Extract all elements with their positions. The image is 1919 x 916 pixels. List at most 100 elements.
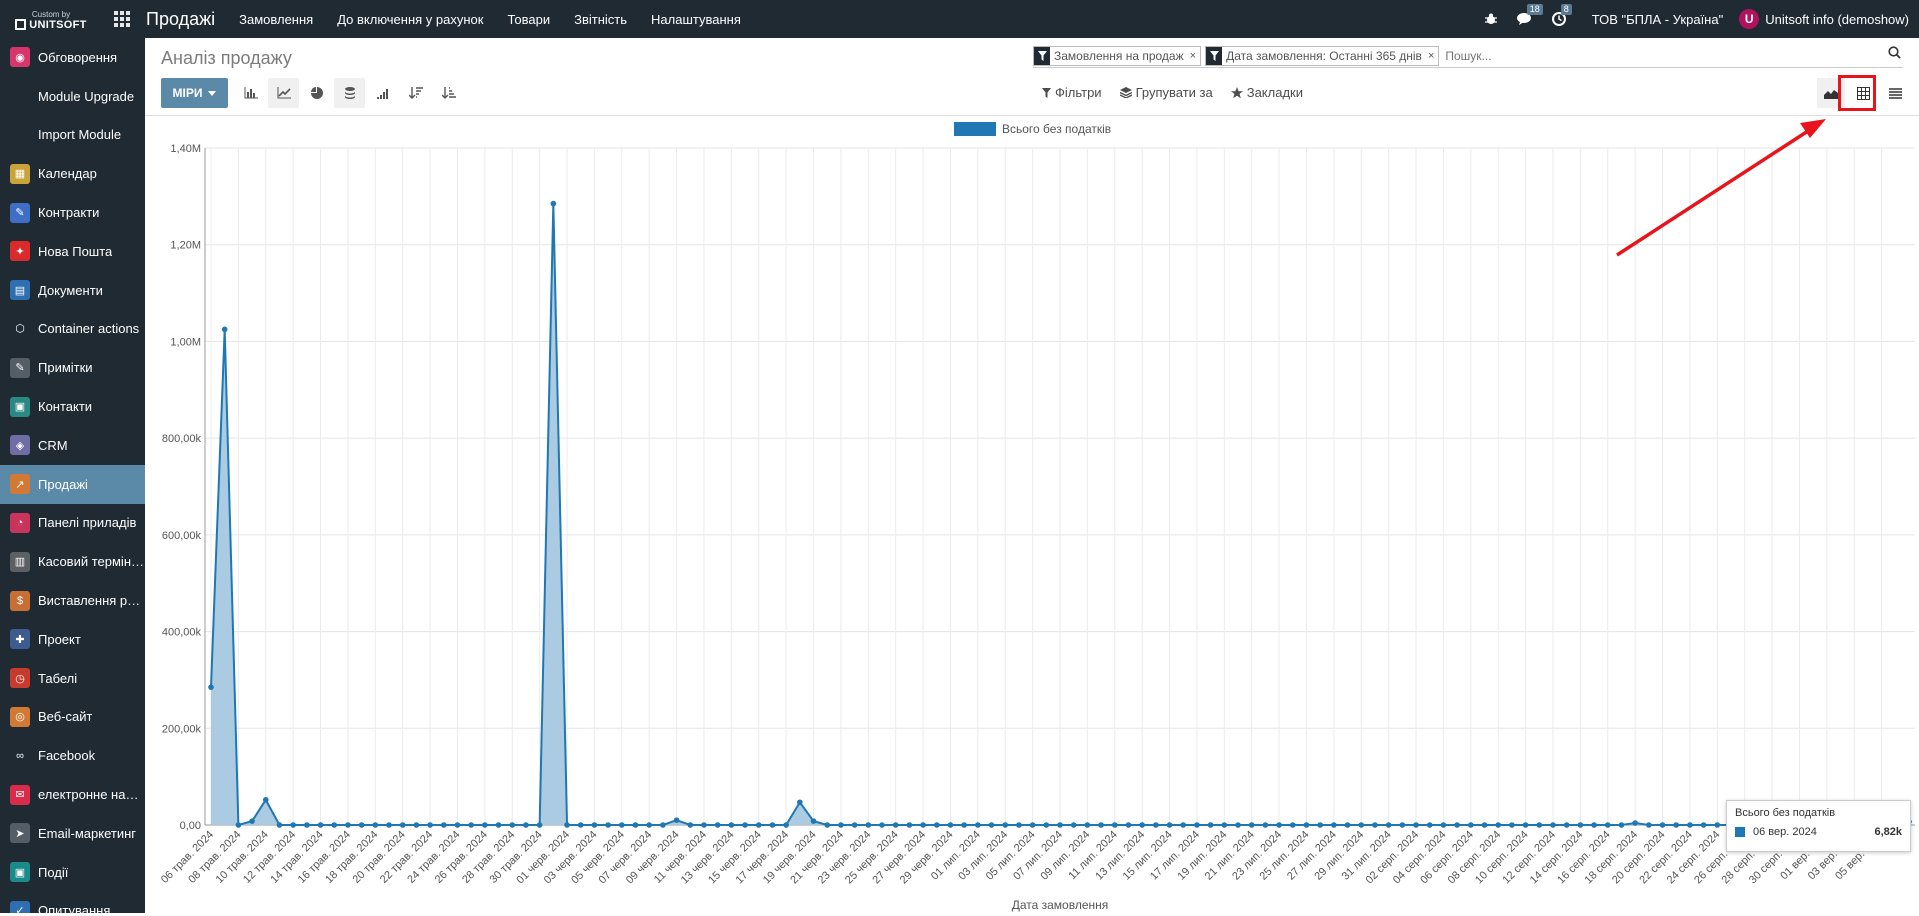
data-point (605, 822, 611, 828)
sidebar-item[interactable]: ⬡ Container actions (0, 310, 145, 349)
sales-icon: ↗ (10, 474, 30, 495)
search-icon[interactable] (1888, 46, 1901, 62)
data-point (755, 822, 762, 828)
bug-icon[interactable] (1482, 10, 1500, 28)
facebook-icon: ∞ (10, 745, 30, 766)
sidebar-item[interactable]: Import Module (0, 116, 145, 155)
brand-logo[interactable]: Custom by UNITSOFT (0, 0, 102, 38)
pivot-view-icon[interactable] (1849, 78, 1877, 108)
data-point (1454, 822, 1460, 828)
bar-chart-icon[interactable] (235, 78, 266, 108)
sidebar-item[interactable]: ✦ Нова Пошта (0, 232, 145, 271)
data-point (797, 799, 803, 806)
tooltip-title: Всього без податків (1735, 807, 1836, 819)
sidebar-item-label: Табелі (38, 670, 78, 686)
nav-menu-item-to-invoice[interactable]: До включення у рахунок (337, 11, 484, 27)
sidebar-item-label: Import Module (38, 127, 122, 143)
data-point (783, 822, 789, 828)
data-point (1070, 822, 1077, 828)
search-input[interactable] (1445, 48, 1903, 63)
sidebar-item[interactable]: ◈ CRM (0, 426, 145, 465)
sidebar-item[interactable]: Module Upgrade (0, 77, 145, 116)
favorites-label: Закладки (1246, 85, 1303, 100)
sidebar-item-label: Module Upgrade (38, 88, 135, 104)
sidebar-item[interactable]: ◉ Обговорення (0, 38, 145, 77)
data-point (1714, 822, 1721, 828)
sidebar-item[interactable]: ✉ електронне на… (0, 775, 145, 814)
apps-menu-icon[interactable] (112, 9, 132, 29)
line-chart-icon[interactable] (268, 78, 299, 108)
y-tick-label: 400,00k (162, 627, 202, 639)
sidebar-item[interactable]: ➤ Email-маркетинг (0, 814, 145, 853)
sidebar-item-label: Container actions (38, 321, 140, 337)
sidebar-item[interactable]: ◎ Веб-сайт (0, 698, 145, 737)
sidebar-item-label: Email-маркетинг (38, 825, 137, 841)
sidebar-item[interactable]: ✎ Контракти (0, 193, 145, 232)
sidebar-item[interactable]: ↗ Продажі (0, 464, 145, 504)
activities-clock-icon[interactable]: 8 (1550, 4, 1572, 28)
data-point (1618, 822, 1625, 828)
sidebar-item[interactable]: ∞ Facebook (0, 736, 145, 775)
sidebar-item[interactable]: ✎ Примітки (0, 348, 145, 387)
sidebar-item[interactable]: ▦ Календар (0, 154, 145, 193)
data-point (947, 822, 954, 828)
pos-icon: ▥ (10, 551, 30, 572)
pie-chart-icon[interactable] (301, 78, 332, 108)
sidebar-item[interactable]: ▤ Документи (0, 271, 145, 310)
sidebar-item[interactable]: ◷ Табелі (0, 659, 145, 698)
messages-icon[interactable]: 18 (1516, 4, 1543, 28)
user-menu[interactable]: U Unitsoft info (demoshow) (1739, 9, 1909, 29)
data-point (1468, 822, 1474, 828)
data-point (577, 822, 584, 828)
sidebar-item[interactable]: ✓ Опитування (0, 892, 145, 913)
nav-menu-item-orders[interactable]: Замовлення (239, 11, 314, 27)
data-point (1016, 822, 1022, 828)
brand-box-icon (15, 19, 27, 30)
data-point (865, 822, 872, 828)
sidebar-item[interactable]: ▣ Події (0, 853, 145, 892)
sidebar-item-label: Продажі (38, 476, 88, 492)
data-point (1550, 822, 1556, 828)
favorites-dropdown[interactable]: Закладки (1230, 85, 1303, 100)
data-point (1509, 822, 1515, 828)
measures-button[interactable]: МІРИ (161, 78, 228, 108)
data-point (1180, 822, 1187, 828)
events-icon: ▣ (10, 862, 30, 883)
user-name: Unitsoft info (demoshow) (1765, 11, 1909, 27)
data-point (632, 822, 639, 828)
filters-dropdown[interactable]: Фільтри (1042, 85, 1102, 100)
nav-right: 18 8 ТОВ "БПЛА - Україна" U Unitsoft inf… (1482, 4, 1919, 29)
crm-icon: ◈ (10, 435, 30, 456)
sidebar-item-label: Події (38, 864, 69, 880)
filter-icon (1206, 46, 1223, 65)
cumulative-icon[interactable] (367, 78, 398, 108)
data-point (262, 797, 269, 803)
list-view-icon[interactable] (1881, 78, 1909, 108)
data-point (1331, 822, 1337, 828)
sidebar-item[interactable]: ▣ Контакти (0, 387, 145, 426)
nav-menu-item-configuration[interactable]: Налаштування (651, 11, 741, 27)
app-title[interactable]: Продажі (146, 8, 216, 29)
data-point (454, 822, 461, 828)
groupby-dropdown[interactable]: Групувати за (1119, 85, 1213, 100)
facet-remove-icon[interactable]: × (1427, 49, 1435, 62)
email-marketing-icon: ➤ (10, 823, 30, 844)
nav-menu-item-products[interactable]: Товари (507, 11, 551, 27)
sort-descending-icon[interactable] (400, 78, 431, 108)
avatar: U (1739, 9, 1760, 29)
sidebar-item[interactable]: ▥ Касовий термін… (0, 542, 145, 581)
sidebar-item[interactable]: ✚ Проект (0, 620, 145, 659)
sidebar-item-label: Контакти (38, 399, 93, 415)
x-axis-title: Дата замовлення (1012, 898, 1109, 912)
company-switcher[interactable]: ТОВ "БПЛА - Україна" (1591, 11, 1724, 27)
sidebar-item[interactable]: $ Виставлення ра… (0, 581, 145, 620)
data-point (1440, 822, 1447, 828)
sidebar-item[interactable]: ◔ Панелі приладів (0, 504, 145, 543)
facet-remove-icon[interactable]: × (1189, 49, 1197, 62)
nav-menu-item-reporting[interactable]: Звітність (574, 11, 628, 27)
data-point (440, 822, 447, 828)
tooltip-swatch (1735, 827, 1745, 837)
sort-ascending-icon[interactable] (433, 78, 464, 108)
caret-down-icon (208, 90, 217, 96)
stacked-icon[interactable] (334, 78, 365, 108)
